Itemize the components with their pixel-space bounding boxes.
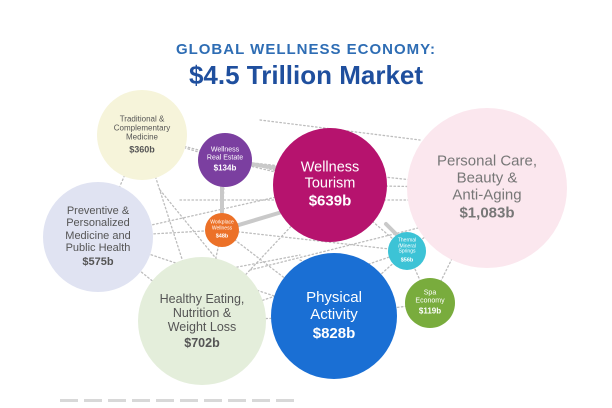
bubble-personal-care-beauty-anti-aging [407,108,567,268]
bubble-physical-activity [271,253,397,379]
connector-line-28 [159,189,251,301]
footnote-source [60,399,300,402]
bubble-spa-economy [405,278,455,328]
bubble-wellness-real-estate [198,133,252,187]
connector-line-19 [221,229,408,252]
bubble-traditional-complementary-medicine [97,90,187,180]
bubble-thermal-mineral-springs [388,232,426,270]
chart-title-main: $4.5 Trillion Market [188,60,424,90]
bubble-wellness-tourism [273,128,387,242]
chart-title-top: GLOBAL WELLNESS ECONOMY: [175,41,437,58]
solid-connector-3 [384,222,400,238]
bubble-healthy-eating-nutrition-weight-loss [138,257,266,385]
bubble-workplace-wellness [205,213,239,247]
connector-line-26 [249,219,451,271]
bubble-preventive-personalized-medicine-and-public-health [43,182,153,292]
